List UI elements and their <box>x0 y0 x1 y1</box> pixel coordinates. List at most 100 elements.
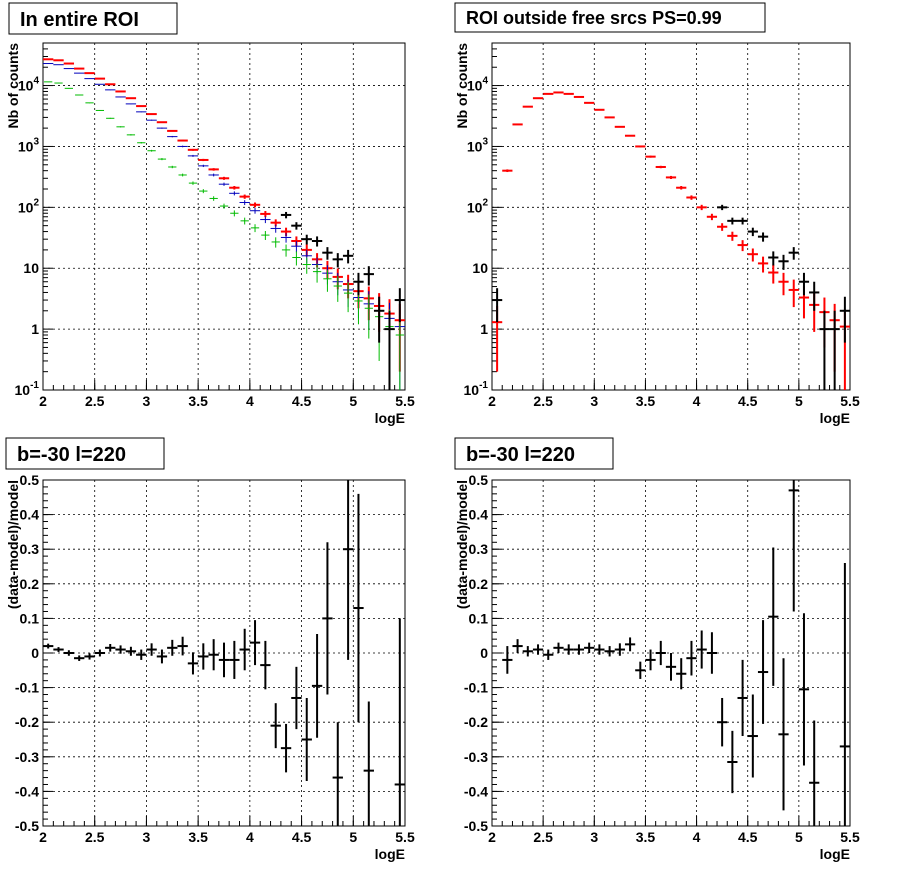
data-point <box>676 658 687 690</box>
data-point <box>230 210 239 217</box>
data-point <box>322 542 333 695</box>
y-tick-label: 0 <box>31 645 39 661</box>
data-point <box>249 208 261 214</box>
y-tick-label: -0.4 <box>15 783 39 799</box>
data-point <box>768 547 779 686</box>
y-tick-label: -0.3 <box>464 749 488 765</box>
data-point <box>198 164 209 168</box>
data-point <box>665 653 677 681</box>
data-point <box>332 722 343 826</box>
data-point <box>798 272 810 296</box>
data-point <box>292 251 301 266</box>
data-point <box>219 203 229 209</box>
data-point <box>706 632 718 674</box>
x-tick-label: 3.5 <box>188 829 208 845</box>
data-point <box>394 288 405 323</box>
data-point <box>706 213 718 221</box>
data-point <box>563 92 574 95</box>
x-tick-label: 2 <box>488 829 496 845</box>
data-point <box>240 217 249 225</box>
data-point <box>757 620 769 724</box>
data-point <box>614 643 625 656</box>
data-point <box>280 723 292 773</box>
data-point <box>94 649 106 657</box>
data-point <box>218 182 230 186</box>
y-tick-label: -0.2 <box>464 714 488 730</box>
data-point <box>125 103 137 105</box>
title-top-right: ROI outside free srcs PS=0.99 <box>466 8 722 28</box>
data-point <box>209 196 218 201</box>
data-point <box>543 92 554 95</box>
data-point <box>177 139 188 142</box>
data-point <box>655 165 666 169</box>
data-point <box>218 642 230 678</box>
x-tick-label: 4 <box>246 829 254 845</box>
data-point <box>167 135 178 138</box>
data-point <box>333 276 342 302</box>
data-point <box>146 119 157 121</box>
x-tick-label: 5 <box>795 829 803 845</box>
data-point <box>342 249 354 264</box>
y-tick-label: 10-1 <box>464 380 489 398</box>
y-tick-label: 0.5 <box>20 472 40 488</box>
y-tick-label: 0.2 <box>20 576 40 592</box>
data-point <box>115 645 126 654</box>
x-tick-label: 5.5 <box>840 829 860 845</box>
data-point <box>768 264 779 284</box>
y-tick-label: 10 <box>23 260 39 276</box>
data-point <box>115 96 126 98</box>
data-point <box>177 145 188 148</box>
data-point <box>532 97 544 100</box>
data-point <box>727 730 738 794</box>
data-point <box>757 256 769 273</box>
y-tick-label: 1 <box>480 321 488 337</box>
series-1 <box>502 480 850 826</box>
data-point <box>302 257 311 274</box>
x-tick-label: 3 <box>143 393 151 409</box>
x-tick-label: 2 <box>39 393 47 409</box>
series-2 <box>492 204 850 390</box>
title-bottom-left: b=-30 l=220 <box>17 444 126 466</box>
x-tick-label: 4.5 <box>738 829 758 845</box>
data-point <box>584 101 595 104</box>
data-point <box>343 282 353 313</box>
data-point <box>737 217 748 225</box>
y-tick-label: 0 <box>480 645 488 661</box>
data-point <box>747 227 758 237</box>
data-point <box>249 202 261 208</box>
data-point <box>178 173 187 177</box>
data-point <box>147 149 156 152</box>
data-point <box>239 200 250 206</box>
y-tick-label: 102 <box>467 197 489 215</box>
data-point <box>665 175 677 179</box>
data-point <box>696 630 707 669</box>
data-point <box>332 253 343 268</box>
x-tick-label: 2.5 <box>533 829 553 845</box>
data-point <box>502 169 513 173</box>
data-point <box>126 134 136 136</box>
data-point <box>187 652 199 675</box>
chart-4: 2 2.5 3 3.5 4 4.5 5 5.5 -0.5 -0.4 -0.3 -0.2 -0.1 0 0.1… <box>454 472 860 862</box>
y-tick-label: 10 <box>472 260 488 276</box>
data-point <box>778 272 789 296</box>
data-point <box>85 102 94 104</box>
data-point <box>199 189 208 194</box>
data-point <box>747 694 758 778</box>
data-point <box>239 628 250 671</box>
data-point <box>384 310 395 390</box>
data-point <box>604 646 615 657</box>
data-point <box>778 658 789 811</box>
x-tick-label: 3 <box>590 393 598 409</box>
y-tick-label: 10-1 <box>15 380 40 398</box>
data-point <box>301 234 312 245</box>
data-point <box>342 480 354 660</box>
y-tick-label: 0.2 <box>469 576 489 592</box>
y-tick-label: 0.3 <box>469 541 489 557</box>
data-point <box>43 643 54 649</box>
y-tick-label: -0.5 <box>15 818 39 834</box>
title-box-top-left: In entire ROI <box>8 2 178 35</box>
data-point <box>543 649 554 660</box>
data-point <box>553 91 564 94</box>
x-tick-label: 4.5 <box>292 829 312 845</box>
data-point <box>260 640 271 690</box>
